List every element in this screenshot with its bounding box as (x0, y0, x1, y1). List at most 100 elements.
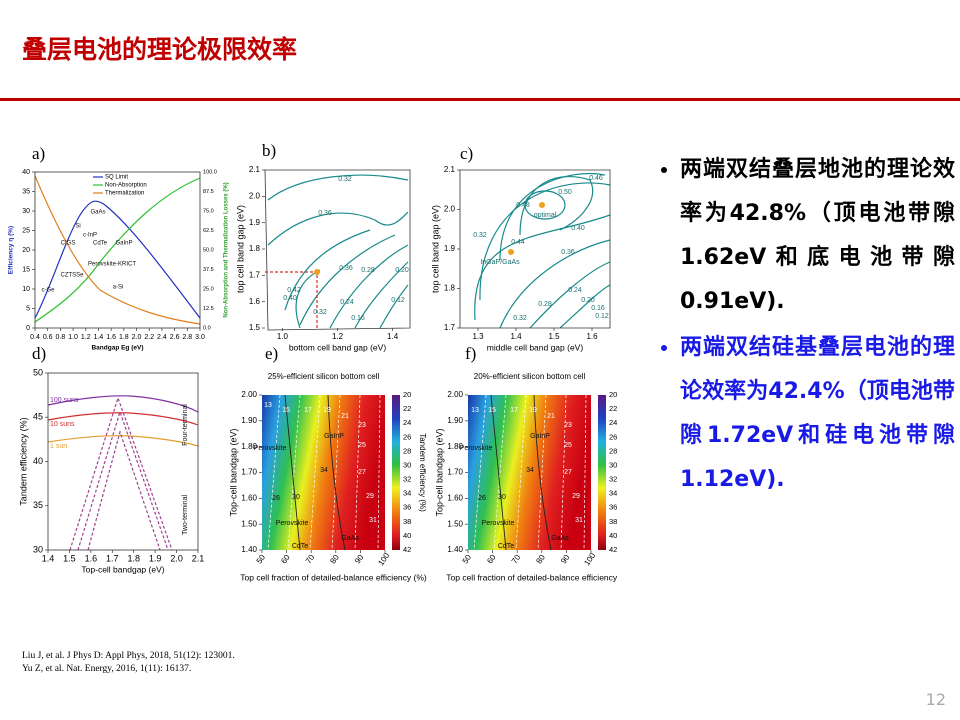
annotation: 19 (529, 407, 537, 414)
annotation: 0.28 (538, 301, 552, 308)
colorbar-tick-label: 26 (403, 432, 411, 441)
y-tick-label: 1.60 (241, 493, 257, 502)
colorbar-tick-label: 30 (609, 460, 617, 469)
y-tick-label: 40 (22, 169, 30, 176)
title-rule (0, 98, 960, 101)
x-axis-label: Bandgap Eg (eV) (91, 345, 143, 352)
y-tick-label: 10 (22, 286, 30, 293)
annotation: 29 (366, 493, 374, 500)
x-tick-label: 1.4 (94, 334, 104, 341)
colorbar-tick-label: 38 (609, 517, 617, 526)
x-tick-label: 2.6 (170, 334, 180, 341)
x-tick-label: 1.6 (85, 553, 98, 563)
x-tick-label: 1.4 (510, 332, 522, 341)
x-tick-label: 2.2 (144, 334, 154, 341)
x-tick-label: 80 (328, 553, 341, 566)
y-tick-label: 1.80 (447, 442, 463, 451)
annotation: 27 (564, 469, 572, 476)
legend-entry: 1 sun (50, 443, 67, 450)
colorbar-tick-label: 42 (403, 545, 411, 554)
annotation: 13 (264, 402, 272, 409)
legend-entry: Non-Absorption (105, 183, 147, 189)
annotation: 0.20 (395, 267, 409, 274)
x-tick-label: 1.7 (106, 553, 119, 563)
y-axis-label: Efficiency η (%) (8, 226, 15, 274)
y-tick-label: 1.40 (447, 545, 463, 554)
ingap-marker (508, 249, 514, 255)
annotation: 0.16 (591, 305, 605, 312)
x-tick-label: 100 (582, 551, 597, 568)
slide-title: 叠层电池的理论极限效率 (22, 35, 298, 64)
annotation: 0.24 (340, 299, 354, 306)
annotation: 23 (564, 422, 572, 429)
annotation: c-Ge (41, 288, 55, 294)
x-tick-label: 60 (485, 553, 498, 566)
x-tick-label: 3.0 (195, 334, 205, 341)
figure-area: a)0.4 0.6 0.8 1.0 1.2 1.4 1.6 1.8 2.0 2.2 2.4 2.6 2.… (8, 141, 620, 582)
colorbar-tick-label: 32 (609, 475, 617, 484)
annotation: 0.40 (283, 295, 297, 302)
panel-c-contours (459, 169, 611, 329)
annotation: 34 (320, 467, 328, 474)
legend-entry: 10 suns (50, 421, 75, 428)
annotation: 25 (564, 442, 572, 449)
panel-b-contours (264, 169, 411, 331)
annotation: 0.40 (571, 225, 585, 232)
optimal-marker (539, 202, 545, 208)
y-tick-label: 1.7 (444, 323, 456, 332)
x-tick-label: 100 (376, 551, 391, 568)
y-tick-label: 1.6 (249, 297, 261, 306)
y2-tick-label: 87.5 (203, 189, 214, 195)
annotation: 0.46 (589, 175, 603, 182)
annotation: Four-terminal (182, 404, 189, 446)
y-tick-label: 1.50 (241, 519, 257, 528)
x-tick-label: 2.8 (182, 334, 192, 341)
panel-title: 20%-efficient silicon bottom cell (474, 372, 586, 381)
y-tick-label: 1.5 (249, 323, 261, 332)
annotation: 0.20 (581, 297, 595, 304)
x-tick-label: 0.4 (30, 334, 40, 341)
annotation: 0.12 (595, 313, 609, 320)
annotation: 0.24 (568, 287, 582, 294)
annotation: 0.50 (558, 189, 572, 196)
colorbar-tick-label: 42 (609, 545, 617, 554)
panel-label: e) (265, 344, 278, 363)
annotation: 0.36 (318, 210, 332, 217)
annotation: GaAs (551, 535, 569, 542)
y-tick-label: 35 (33, 500, 43, 510)
heatmap-e (262, 395, 385, 550)
panel-d-curves (47, 372, 199, 551)
annotation: 13 (471, 407, 479, 414)
y2-tick-label: 37.5 (203, 267, 214, 273)
annotation: 0.48 (516, 202, 530, 209)
y-tick-label: 2.00 (241, 390, 257, 399)
x-tick-label: 50 (461, 553, 474, 566)
y-tick-label: 1.90 (447, 416, 463, 425)
x-tick-label: 1.8 (127, 553, 140, 563)
bullet-list: 两端双结叠层地池的理论效率为42.8%（顶电池带隙1.62eV和底电池带隙0.9… (650, 148, 955, 504)
y-tick-label: 2.0 (249, 191, 261, 200)
y2-tick-label: 12.5 (203, 306, 214, 312)
annotation: 19 (323, 407, 331, 414)
x-tick-label: 2.1 (192, 553, 205, 563)
colorbar-e (392, 395, 400, 550)
y-tick-label: 1.40 (241, 545, 257, 554)
y-tick-label: 2.00 (447, 390, 463, 399)
reference: Yu Z, et al. Nat. Energy, 2016, 1(11): 1… (22, 664, 192, 674)
annotation: 15 (282, 407, 290, 414)
x-tick-label: 70 (304, 553, 317, 566)
annotation: GaAs (90, 210, 105, 216)
colorbar-tick-label: 20 (403, 390, 411, 399)
annotation: 21 (547, 413, 555, 420)
y-tick-label: 2.0 (444, 205, 456, 214)
x-tick-label: 0.6 (43, 334, 53, 341)
y-tick-label: 1.9 (249, 218, 261, 227)
x-tick-label: 1.2 (332, 332, 344, 341)
x-axis-label: middle cell band gap (eV) (487, 342, 584, 352)
x-tick-label: 50 (255, 553, 268, 566)
legend-entry: 100 suns (50, 397, 79, 404)
y-tick-label: 50 (33, 367, 43, 377)
x-tick-label: 80 (534, 553, 547, 566)
x-tick-label: 1.6 (106, 334, 116, 341)
